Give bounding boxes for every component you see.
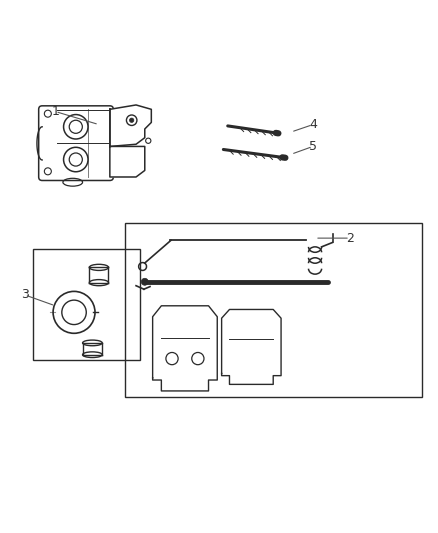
Circle shape [141, 278, 148, 285]
Circle shape [130, 118, 134, 123]
Text: 1: 1 [51, 105, 59, 118]
Polygon shape [110, 147, 145, 177]
FancyBboxPatch shape [39, 106, 113, 181]
Polygon shape [110, 105, 151, 147]
Text: 4: 4 [309, 118, 317, 131]
Ellipse shape [82, 352, 102, 358]
Bar [125, 223, 422, 398]
Text: 3: 3 [21, 288, 28, 301]
Text: 2: 2 [346, 232, 354, 245]
Ellipse shape [82, 340, 102, 346]
Text: 5: 5 [309, 140, 317, 153]
Bar [33, 249, 141, 360]
Polygon shape [222, 310, 281, 384]
Ellipse shape [89, 264, 109, 270]
Ellipse shape [89, 280, 109, 286]
Polygon shape [152, 306, 217, 391]
